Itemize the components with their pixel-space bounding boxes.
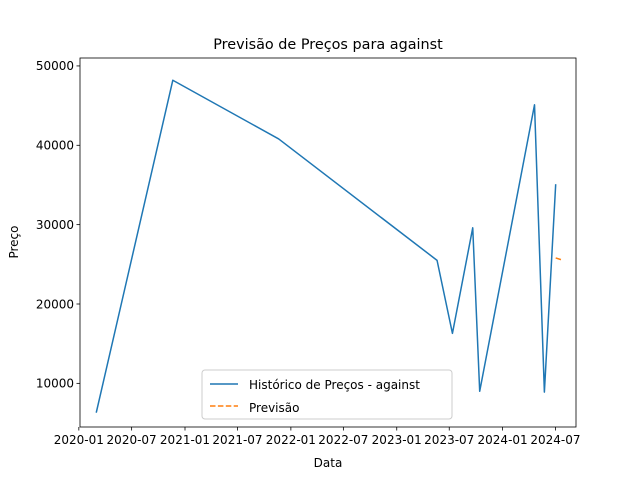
x-tick-label: 2022-07 [318, 433, 368, 447]
y-tick-label: 40000 [36, 139, 74, 153]
x-tick-label: 2021-01 [160, 433, 210, 447]
y-axis-label: Preço [7, 225, 21, 258]
legend-label-historico: Histórico de Preços - against [249, 378, 420, 392]
x-tick-label: 2023-01 [372, 433, 422, 447]
y-tick-label: 30000 [36, 218, 74, 232]
y-tick-label: 20000 [36, 297, 74, 311]
legend-label-previsao: Previsão [249, 401, 299, 415]
x-tick-label: 2021-07 [212, 433, 262, 447]
x-tick-label: 2020-01 [54, 433, 104, 447]
x-tick-label: 2023-07 [424, 433, 474, 447]
legend-box [201, 369, 453, 420]
x-tick-label: 2024-01 [478, 433, 528, 447]
x-tick-label: 2020-07 [107, 433, 157, 447]
x-axis-label: Data [314, 456, 343, 470]
series-layer [95, 79, 564, 413]
y-axis: 10000 20000 30000 40000 50000 [36, 59, 80, 391]
plot-area [79, 57, 577, 428]
x-tick-label: 2024-07 [530, 433, 580, 447]
x-tick-label: 2022-01 [266, 433, 316, 447]
series-line-1 [555, 257, 564, 262]
y-tick-label: 10000 [36, 377, 74, 391]
x-axis: 2020-01 2020-07 2021-01 2021-07 2022-01 2022-… [54, 427, 580, 447]
legend: Histórico de Preços - against Previsão [201, 369, 453, 420]
series-line-0 [95, 79, 557, 413]
y-tick-label: 50000 [36, 59, 74, 73]
chart-title: Previsão de Preços para against [213, 37, 443, 53]
